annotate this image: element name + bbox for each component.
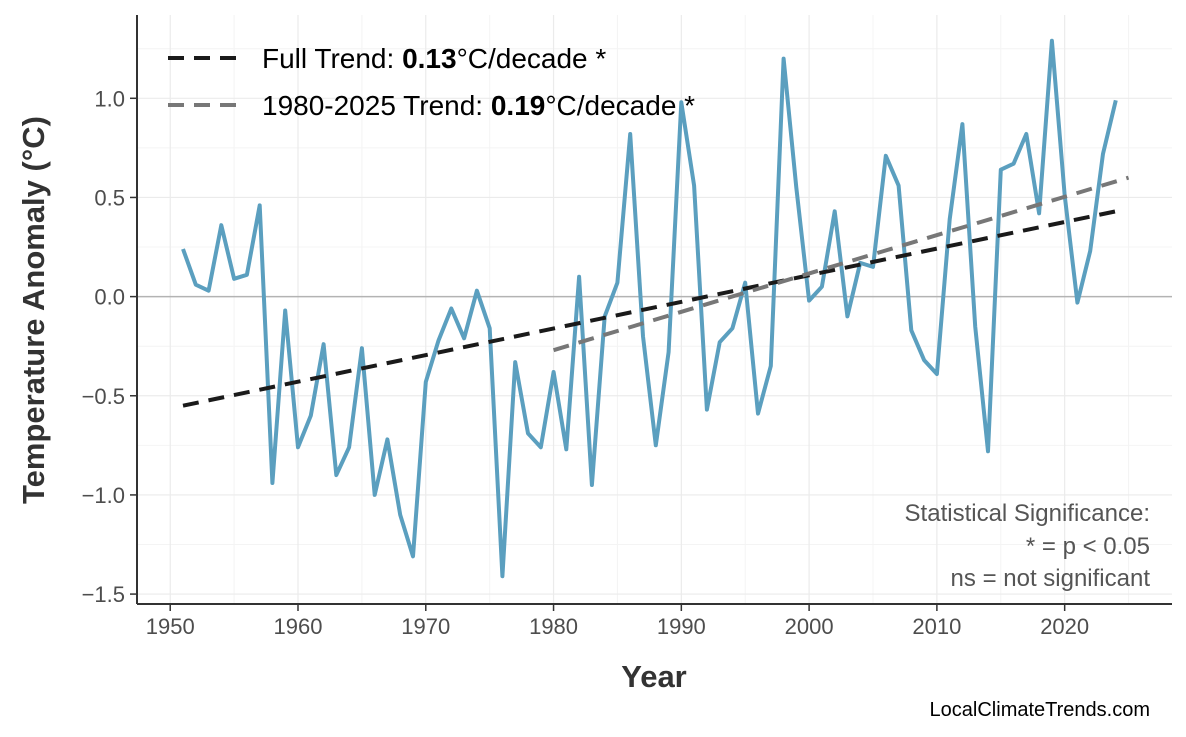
- source-credit: LocalClimateTrends.com: [930, 699, 1150, 721]
- full-trend-line: [182, 209, 1117, 408]
- legend-entry: 1980-2025 Trend: 0.19°C/decade *: [262, 90, 695, 121]
- legend-prefix: 1980-2025 Trend:: [262, 90, 491, 121]
- y-axis-label: Temperature Anomaly (°C): [16, 116, 51, 504]
- x-axis-ticks: 1950 1960 1970 1980 1990 2000 2010 2020: [146, 604, 1089, 639]
- legend-suffix: °C/decade *: [457, 43, 607, 74]
- note-line-2: * = p < 0.05: [1026, 533, 1150, 560]
- y-axis-ticks: −1.5 −1.0 −0.5 0.0 0.5 1.0: [82, 86, 137, 607]
- x-tick-label: 1950: [146, 614, 195, 639]
- legend: Full Trend: 0.13°C/decade *1980-2025 Tre…: [168, 43, 695, 121]
- legend-prefix: Full Trend:: [262, 43, 402, 74]
- significance-note: Statistical Significance: * = p < 0.05 n…: [905, 500, 1151, 592]
- y-tick-label: 1.0: [94, 86, 125, 111]
- y-tick-label: −0.5: [82, 384, 125, 409]
- chart-marks: [137, 38, 1172, 579]
- legend-suffix: °C/decade *: [545, 90, 695, 121]
- legend-entry: Full Trend: 0.13°C/decade *: [262, 43, 606, 74]
- x-tick-label: 2020: [1040, 614, 1089, 639]
- x-axis-label: Year: [621, 659, 687, 694]
- x-tick-label: 2000: [785, 614, 834, 639]
- x-tick-label: 1960: [274, 614, 323, 639]
- legend-rate: 0.13: [402, 43, 457, 74]
- note-line-1: Statistical Significance:: [905, 500, 1150, 527]
- recent-trend-line: [552, 175, 1130, 353]
- grid: [137, 15, 1172, 604]
- y-tick-label: −1.5: [82, 582, 125, 607]
- y-tick-label: 0.5: [94, 185, 125, 210]
- x-tick-label: 2010: [912, 614, 961, 639]
- anomaly-series-line: [181, 38, 1118, 579]
- x-tick-label: 1990: [657, 614, 706, 639]
- x-tick-label: 1970: [401, 614, 450, 639]
- y-tick-label: −1.0: [82, 483, 125, 508]
- note-line-3: ns = not significant: [951, 565, 1151, 592]
- x-tick-label: 1980: [529, 614, 578, 639]
- legend-rate: 0.19: [491, 90, 546, 121]
- y-tick-label: 0.0: [94, 285, 125, 310]
